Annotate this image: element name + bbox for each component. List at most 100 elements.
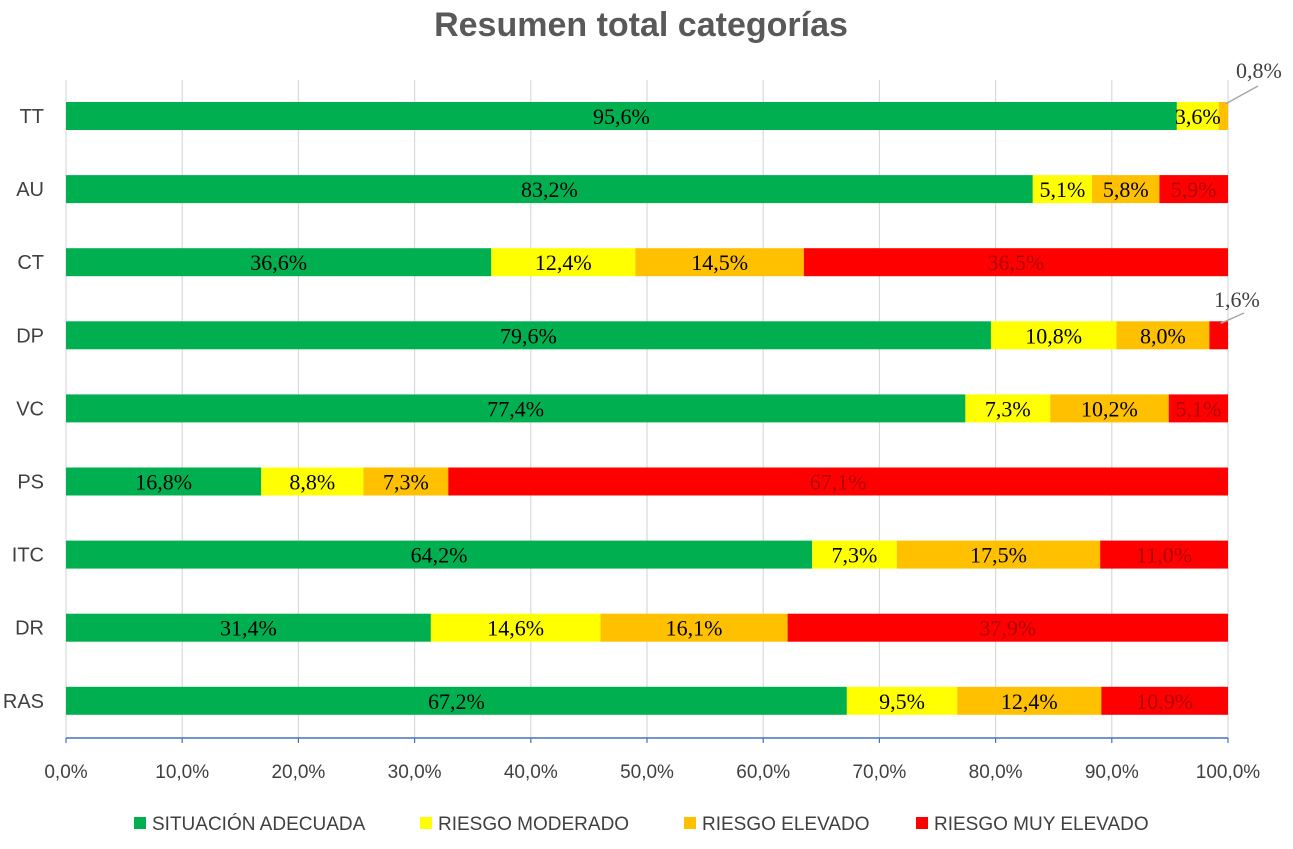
data-label: 11,0% xyxy=(1136,543,1192,568)
bar-segment xyxy=(66,321,991,350)
legend-label: RIESGO ELEVADO xyxy=(702,814,870,835)
bar-segment xyxy=(66,686,847,715)
data-label: 16,1% xyxy=(666,616,723,641)
data-label: 17,5% xyxy=(970,543,1027,568)
data-label: 79,6% xyxy=(500,323,557,348)
data-label: 8,8% xyxy=(289,470,335,495)
bar-segment xyxy=(957,686,1102,715)
bar-segment xyxy=(812,540,897,569)
data-label: 95,6% xyxy=(593,104,650,129)
bar-segment xyxy=(635,248,804,277)
legend-swatch xyxy=(134,817,146,829)
data-labels: 95,6% 3,6% 0,8% 83,2% 5,1% 5,8% 5,9% 36,6% 12,4%… xyxy=(135,58,1282,714)
data-label: 64,2% xyxy=(411,543,468,568)
category-label: TT xyxy=(20,106,44,128)
bar-segment xyxy=(846,686,958,715)
data-label: 31,4% xyxy=(220,616,277,641)
category-label: AU xyxy=(16,179,44,201)
bars xyxy=(66,102,1229,715)
data-label: 3,6% xyxy=(1175,104,1221,129)
bar-segment xyxy=(787,613,1228,642)
bar-segment xyxy=(600,613,788,642)
x-tick-label: 70,0% xyxy=(852,762,906,783)
x-tick-label: 50,0% xyxy=(620,762,674,783)
x-tick-label: 20,0% xyxy=(271,762,325,783)
x-tick-label: 10,0% xyxy=(155,762,209,783)
data-label: 14,5% xyxy=(691,250,748,275)
bar-segment xyxy=(1116,321,1210,350)
legend: SITUACIÓN ADECUADA RIESGO MODERADO RIESGO … xyxy=(134,813,1149,835)
data-label: 1,6% xyxy=(1214,287,1260,312)
legend-swatch xyxy=(684,817,696,829)
data-label: 12,4% xyxy=(535,250,592,275)
legend-swatch xyxy=(916,817,928,829)
legend-swatch xyxy=(420,817,432,829)
x-tick-label: 80,0% xyxy=(969,762,1023,783)
bar-segment xyxy=(491,248,636,277)
data-label: 37,9% xyxy=(979,616,1036,641)
data-label: 10,2% xyxy=(1081,396,1138,421)
data-label: 16,8% xyxy=(135,470,192,495)
bar-segment xyxy=(1050,394,1169,423)
data-label: 77,4% xyxy=(487,396,544,421)
x-tick-label: 30,0% xyxy=(388,762,442,783)
category-label: PS xyxy=(17,472,44,494)
x-tick-label: 90,0% xyxy=(1085,762,1139,783)
bar-segment xyxy=(1032,175,1093,204)
data-label: 36,6% xyxy=(250,250,307,275)
x-tick-label: 100,0% xyxy=(1196,762,1261,783)
data-label: 12,4% xyxy=(1001,689,1058,714)
category-label: DP xyxy=(16,325,44,347)
data-label: 5,1% xyxy=(1175,396,1221,421)
bar-segment xyxy=(965,394,1051,423)
bar-segment xyxy=(1176,102,1219,130)
data-label: 10,9% xyxy=(1136,689,1193,714)
data-label: 7,3% xyxy=(985,396,1031,421)
bar-segment xyxy=(1100,540,1228,569)
data-label: 9,5% xyxy=(879,689,925,714)
bar-segment xyxy=(66,394,966,423)
bar-segment xyxy=(1209,321,1228,350)
category-label: CT xyxy=(17,252,44,274)
data-label: 67,2% xyxy=(428,689,485,714)
data-label: 36,5% xyxy=(988,250,1045,275)
bar-segment xyxy=(1218,102,1228,130)
bar-segment xyxy=(430,613,601,642)
bar-segment xyxy=(1159,175,1228,204)
bar-segment xyxy=(363,467,449,496)
leader-line xyxy=(1224,85,1259,105)
legend-label: SITUACIÓN ADECUADA xyxy=(152,813,366,835)
x-tick-label: 60,0% xyxy=(736,762,790,783)
data-label: 5,1% xyxy=(1040,177,1086,202)
x-axis: 0,0% 10,0% 20,0% 30,0% 40,0% 50,0% 60,0% 70,0% 8… xyxy=(44,737,1261,783)
data-label: 5,9% xyxy=(1171,177,1217,202)
x-tick-label: 0,0% xyxy=(44,762,87,783)
bar-segment xyxy=(66,175,1033,204)
category-label: DR xyxy=(15,618,44,640)
x-tick-label: 40,0% xyxy=(504,762,558,783)
data-label: 0,8% xyxy=(1236,58,1282,83)
bar-segment xyxy=(990,321,1117,350)
chart-title: Resumen total categorías xyxy=(434,6,848,44)
legend-label: RIESGO MODERADO xyxy=(438,814,629,835)
data-label: 5,8% xyxy=(1103,177,1149,202)
bar-segment xyxy=(803,248,1228,277)
bar-segment xyxy=(1168,394,1228,423)
leader-line xyxy=(1220,312,1245,324)
category-label: RAS xyxy=(3,691,44,713)
data-label: 83,2% xyxy=(521,177,578,202)
bar-segment xyxy=(66,540,813,569)
bar-segment xyxy=(896,540,1101,569)
bar-segment xyxy=(448,467,1229,496)
category-labels: TT AU CT DP VC PS ITC DR RAS xyxy=(3,106,44,713)
bar-segment xyxy=(1092,175,1160,204)
bar-segment xyxy=(261,467,364,496)
data-label: 14,6% xyxy=(487,616,544,641)
data-label: 67,1% xyxy=(810,470,867,495)
category-label: VC xyxy=(16,398,44,420)
bar-segment xyxy=(66,248,492,277)
data-label: 8,0% xyxy=(1140,323,1186,348)
legend-label: RIESGO MUY ELEVADO xyxy=(934,814,1149,835)
data-label: 10,8% xyxy=(1025,323,1082,348)
